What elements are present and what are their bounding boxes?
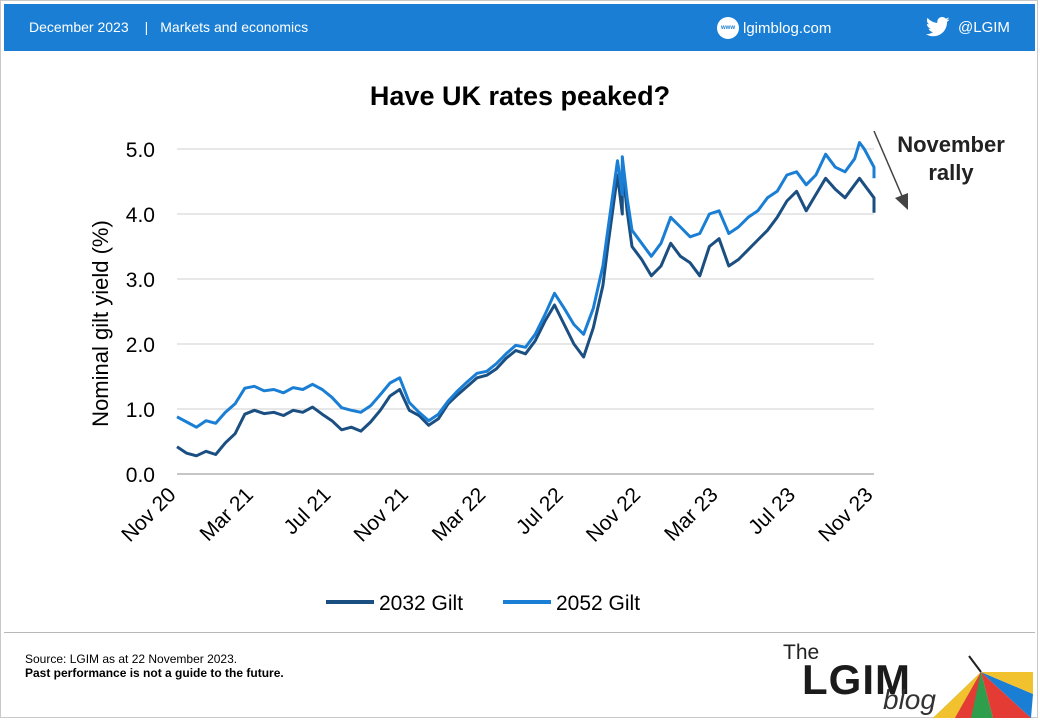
annotation-arrow-line	[873, 130, 903, 197]
site-link[interactable]: www lgimblog.com	[717, 17, 831, 39]
header-bar: December 2023 | Markets and economics www …	[4, 4, 1035, 51]
x-tick-label: Jul 21	[280, 483, 336, 539]
disclaimer-text: Past performance is not a guide to the f…	[25, 666, 284, 680]
breadcrumb-separator: |	[144, 19, 149, 35]
series-line-2032-gilt	[176, 163, 876, 458]
twitter-handle: @LGIM	[958, 18, 1010, 36]
x-tick-label: Mar 22	[428, 483, 490, 545]
logo-the: The	[783, 641, 820, 664]
y-tick-label: 0.0	[126, 464, 155, 487]
twitter-link[interactable]: @LGIM	[926, 17, 1010, 37]
y-tick-label: 2.0	[126, 334, 155, 357]
lgim-blog-logo[interactable]: The LGIM blog	[783, 640, 1033, 718]
x-tick-label: Mar 23	[660, 483, 722, 545]
annotation-text: November	[897, 132, 1005, 157]
breadcrumb: December 2023 | Markets and economics	[29, 19, 308, 35]
x-tick-label: Mar 21	[196, 483, 258, 545]
y-tick-label: 3.0	[126, 269, 155, 292]
header-date: December 2023	[29, 19, 129, 35]
logo-blog: blog	[883, 684, 936, 715]
header-category[interactable]: Markets and economics	[160, 19, 309, 35]
annotation-text: rally	[928, 160, 974, 185]
legend-label: 2032 Gilt	[379, 592, 463, 615]
globe-icon: www	[717, 17, 739, 39]
umbrella-icon	[933, 655, 1033, 718]
logo-lgim: LGIM	[802, 656, 911, 703]
y-tick-label: 1.0	[126, 399, 155, 422]
site-label: lgimblog.com	[743, 19, 832, 37]
chart-title: Have UK rates peaked?	[369, 81, 671, 111]
footer-divider	[4, 632, 1035, 633]
y-tick-label: 5.0	[126, 139, 155, 162]
source-text: Source: LGIM as at 22 November 2023.	[25, 652, 238, 666]
x-tick-label: Nov 21	[350, 483, 413, 546]
twitter-icon	[926, 17, 950, 37]
legend-label: 2052 Gilt	[556, 592, 640, 615]
annotation-arrowhead	[895, 193, 908, 210]
x-tick-label: Nov 23	[814, 483, 877, 546]
source-note: Source: LGIM as at 22 November 2023. Pas…	[25, 652, 284, 680]
y-tick-label: 4.0	[126, 204, 155, 227]
x-tick-label: Jul 23	[744, 483, 800, 539]
y-axis-label: Nominal gilt yield (%)	[88, 220, 113, 427]
x-tick-label: Nov 20	[117, 483, 180, 546]
series-line-2052-gilt	[176, 141, 876, 429]
x-tick-label: Nov 22	[582, 483, 645, 546]
x-tick-label: Jul 22	[512, 483, 568, 539]
